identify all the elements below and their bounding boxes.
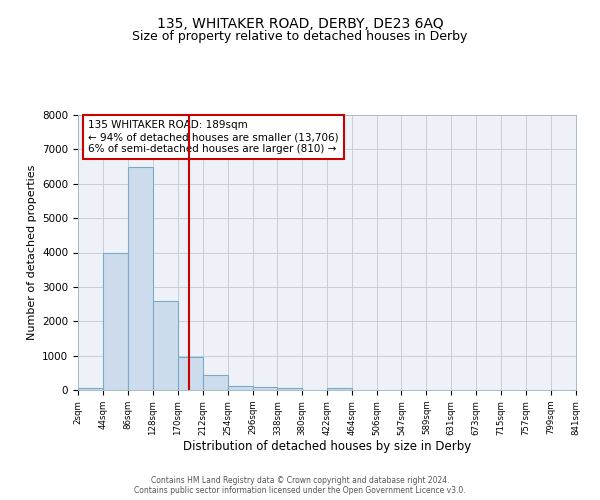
Bar: [253, 387, 277, 390]
Bar: [103, 252, 128, 390]
Text: Contains public sector information licensed under the Open Government Licence v3: Contains public sector information licen…: [134, 486, 466, 495]
Bar: [227, 386, 253, 390]
Text: 135 WHITAKER ROAD: 189sqm
← 94% of detached houses are smaller (13,706)
6% of se: 135 WHITAKER ROAD: 189sqm ← 94% of detac…: [88, 120, 338, 154]
Bar: [178, 358, 203, 390]
Y-axis label: Number of detached properties: Number of detached properties: [26, 165, 37, 340]
Text: Contains HM Land Registry data © Crown copyright and database right 2024.: Contains HM Land Registry data © Crown c…: [151, 476, 449, 485]
Bar: [153, 300, 178, 390]
Text: 135, WHITAKER ROAD, DERBY, DE23 6AQ: 135, WHITAKER ROAD, DERBY, DE23 6AQ: [157, 18, 443, 32]
Bar: [128, 166, 153, 390]
Text: Size of property relative to detached houses in Derby: Size of property relative to detached ho…: [133, 30, 467, 43]
Bar: [78, 388, 103, 390]
Bar: [327, 388, 352, 390]
X-axis label: Distribution of detached houses by size in Derby: Distribution of detached houses by size …: [183, 440, 471, 453]
Bar: [203, 374, 227, 390]
Bar: [277, 388, 302, 390]
